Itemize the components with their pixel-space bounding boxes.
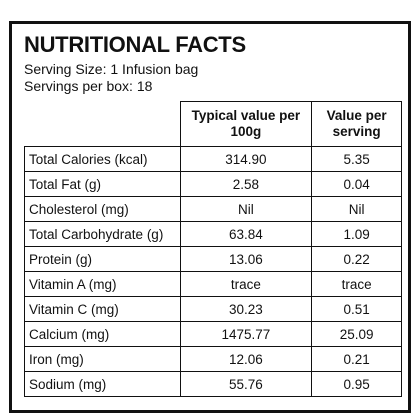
nutrient-value: 0.22	[311, 246, 402, 272]
nutrient-name: Total Fat (g)	[24, 171, 181, 197]
nutrition-label: NUTRITIONAL FACTS Serving Size: 1 Infusi…	[9, 21, 411, 413]
nutrient-name: Protein (g)	[24, 246, 181, 272]
header-row: Typical value per 100g Value per serving	[24, 101, 402, 147]
table-row: Calcium (mg) 1475.77 25.09	[24, 321, 402, 347]
blank-header	[24, 101, 181, 147]
servings-per-box: Servings per box: 18	[24, 78, 153, 94]
nutrient-name: Iron (mg)	[24, 346, 181, 372]
table-row: Iron (mg) 12.06 0.21	[24, 346, 402, 372]
nutrient-value: trace	[179, 271, 313, 297]
nutrient-value: Nil	[311, 196, 402, 222]
nutrient-name: Calcium (mg)	[24, 321, 181, 347]
table-row: Protein (g) 13.06 0.22	[24, 246, 402, 272]
nutrient-value: 63.84	[179, 221, 313, 247]
table-row: Sodium (mg) 55.76 0.95	[24, 371, 402, 397]
nutrient-value: 0.21	[311, 346, 402, 372]
nutrient-value: Nil	[179, 196, 313, 222]
nutrient-name: Total Carbohydrate (g)	[24, 221, 181, 247]
table-row: Total Calories (kcal) 314.90 5.35	[24, 146, 402, 172]
nutrient-name: Vitamin C (mg)	[24, 296, 181, 322]
column-header: Value per serving	[311, 101, 402, 147]
nutrient-value: 55.76	[179, 371, 313, 397]
title: NUTRITIONAL FACTS	[24, 32, 246, 57]
nutrient-value: 0.51	[311, 296, 402, 322]
nutrition-table: Typical value per 100g Value per serving …	[24, 101, 402, 397]
nutrient-value: 314.90	[179, 146, 313, 172]
nutrient-value: 0.95	[311, 371, 402, 397]
table-row: Total Carbohydrate (g) 63.84 1.09	[24, 221, 402, 247]
nutrient-value: 5.35	[311, 146, 402, 172]
nutrient-value: trace	[311, 271, 402, 297]
table-row: Cholesterol (mg) Nil Nil	[24, 196, 402, 222]
nutrient-value: 0.04	[311, 171, 402, 197]
nutrient-value: 30.23	[179, 296, 313, 322]
nutrient-name: Cholesterol (mg)	[24, 196, 181, 222]
nutrient-value: 25.09	[311, 321, 402, 347]
nutrient-value: 1475.77	[179, 321, 313, 347]
table-row: Vitamin C (mg) 30.23 0.51	[24, 296, 402, 322]
nutrient-name: Vitamin A (mg)	[24, 271, 181, 297]
nutrient-value: 13.06	[179, 246, 313, 272]
serving-size: Serving Size: 1 Infusion bag	[24, 61, 199, 77]
column-header: Typical value per 100g	[179, 101, 313, 147]
table-row: Vitamin A (mg) trace trace	[24, 271, 402, 297]
nutrient-value: 12.06	[179, 346, 313, 372]
table-row: Total Fat (g) 2.58 0.04	[24, 171, 402, 197]
nutrient-value: 2.58	[179, 171, 313, 197]
table-body: Total Calories (kcal) 314.90 5.35 Total Fat…	[24, 146, 402, 397]
nutrient-name: Sodium (mg)	[24, 371, 181, 397]
nutrient-value: 1.09	[311, 221, 402, 247]
nutrient-name: Total Calories (kcal)	[24, 146, 181, 172]
